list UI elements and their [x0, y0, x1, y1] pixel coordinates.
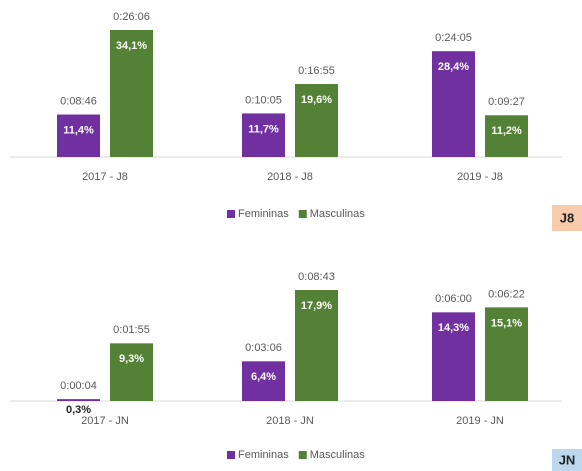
time-label: 0:01:55 [113, 324, 150, 336]
data-label: 0,3% [66, 404, 91, 416]
data-label: 15,1% [491, 317, 522, 329]
bar [295, 83, 338, 157]
time-label: 0:06:00 [435, 293, 472, 305]
bar [432, 51, 475, 157]
legend-label: Masculinas [310, 208, 366, 220]
time-label: 0:06:22 [488, 288, 525, 300]
tag: J8 [560, 210, 574, 225]
time-label: 0:00:04 [60, 380, 97, 392]
data-label: 28,4% [438, 61, 469, 73]
bar [485, 115, 528, 157]
legend-label: Masculinas [310, 449, 366, 461]
data-label: 6,4% [251, 371, 276, 383]
legend-swatch [227, 451, 235, 459]
bar [242, 361, 285, 401]
time-label: 0:10:05 [245, 94, 282, 106]
bar [242, 113, 285, 157]
time-label: 0:08:46 [60, 95, 97, 107]
x-tick-label: 2019 - J8 [457, 171, 503, 183]
bar [485, 307, 528, 401]
time-label: 0:16:55 [298, 65, 335, 77]
bar [57, 114, 100, 157]
x-tick-label: 2017 - JN [81, 415, 129, 427]
time-label: 0:08:43 [298, 271, 335, 283]
x-tick-label: 2017 - J8 [82, 171, 128, 183]
time-label: 0:09:27 [488, 96, 525, 108]
tag-box [552, 205, 582, 231]
time-label: 0:24:05 [435, 32, 472, 44]
data-label: 14,3% [438, 322, 469, 334]
time-label: 0:03:06 [245, 342, 282, 354]
data-label: 9,3% [119, 353, 144, 365]
bar [110, 29, 153, 157]
data-label: 17,9% [301, 300, 332, 312]
x-tick-label: 2018 - J8 [267, 171, 313, 183]
data-label: 19,6% [301, 94, 332, 106]
data-label: 11,7% [248, 123, 279, 135]
data-label: 34,1% [116, 40, 147, 52]
bar [295, 290, 338, 401]
legend-swatch [227, 210, 235, 218]
tag: JN [559, 452, 576, 467]
legend-label: Femininas [238, 208, 289, 220]
bar [110, 343, 153, 401]
bar [432, 312, 475, 401]
legend-label: Femininas [238, 449, 289, 461]
tag-box [552, 449, 582, 471]
x-tick-label: 2018 - JN [266, 415, 314, 427]
data-label: 11,2% [491, 125, 522, 137]
bar [57, 399, 100, 401]
x-tick-label: 2019 - JN [456, 415, 504, 427]
time-label: 0:26:06 [113, 11, 150, 23]
data-label: 11,4% [63, 124, 94, 136]
legend-swatch [298, 210, 307, 218]
legend-swatch [298, 451, 307, 459]
